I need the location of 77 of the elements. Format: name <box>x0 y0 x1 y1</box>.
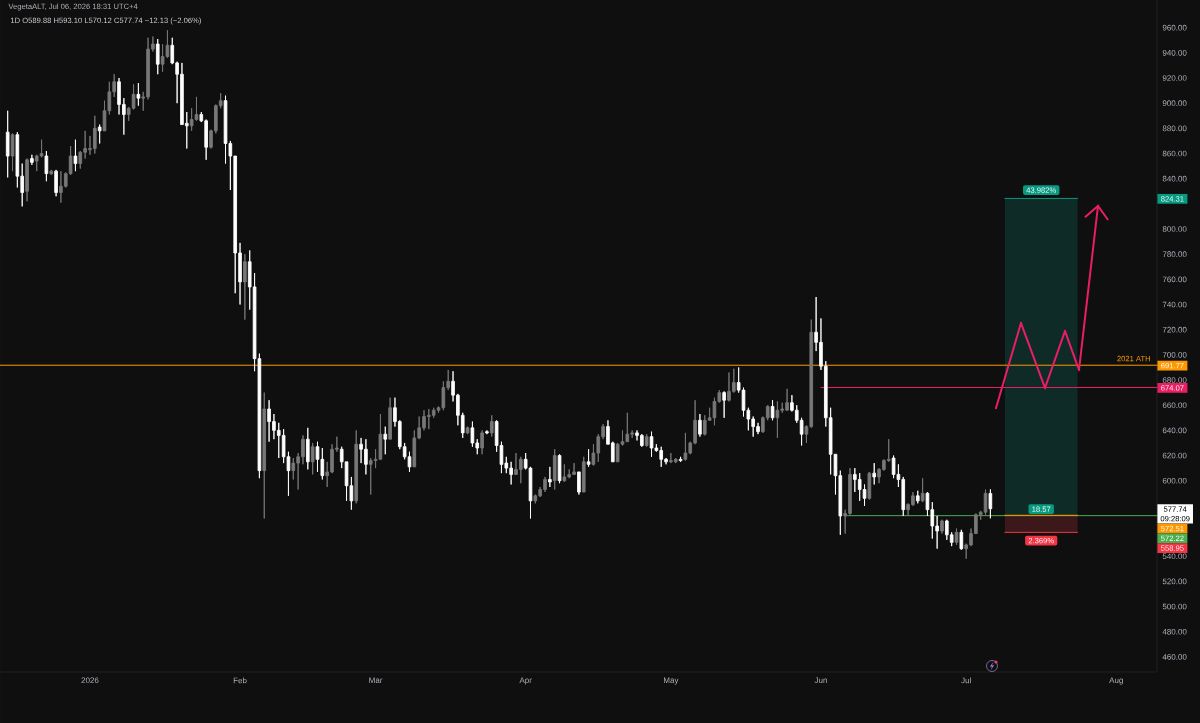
y-tick-label: 700.00 <box>1162 352 1187 358</box>
x-tick-label: May <box>663 677 679 685</box>
candlestick <box>698 413 702 438</box>
candlestick <box>649 431 654 458</box>
y-tick-label: 760.00 <box>1162 276 1187 283</box>
candlestick <box>775 400 780 439</box>
candlestick <box>243 253 247 321</box>
candlestick <box>10 132 15 172</box>
y-tick-label: 740.00 <box>1162 301 1187 308</box>
candlestick <box>485 429 489 435</box>
y-tick-label: 940.00 <box>1162 50 1187 56</box>
candlestick <box>306 427 310 470</box>
candlestick <box>983 489 988 516</box>
y-tick-label: 520.00 <box>1162 578 1187 585</box>
y-tick-label: 460.00 <box>1162 654 1187 660</box>
candlestick <box>354 429 359 504</box>
y-tick-label: 920.00 <box>1162 75 1187 81</box>
candlestick <box>44 150 49 182</box>
candlestick <box>644 433 649 448</box>
y-tick-label: 660.00 <box>1162 402 1187 409</box>
candlestick <box>480 429 484 455</box>
candlestick <box>136 82 141 107</box>
candlestick <box>383 426 388 455</box>
x-tick-label: Apr <box>519 677 532 685</box>
x-tick-label: Aug <box>1109 677 1123 685</box>
candlestick <box>954 528 959 546</box>
candlestick <box>25 158 29 202</box>
x-tick-label: Jul <box>961 677 971 684</box>
candlestick <box>49 169 54 176</box>
candlestick <box>557 453 562 484</box>
candlestick <box>30 154 34 166</box>
candlestick <box>678 456 683 463</box>
candlestick <box>959 529 964 551</box>
candlestick <box>489 414 494 438</box>
y-tick-label: 600.00 <box>1162 477 1187 484</box>
candlestick <box>872 462 877 485</box>
candlestick <box>548 466 552 488</box>
y-tick-label: 960.00 <box>1162 24 1187 31</box>
candlestick <box>940 519 944 535</box>
y-tick-label: 880.00 <box>1162 125 1187 132</box>
y-tick-label: 900.00 <box>1162 100 1187 106</box>
candlestick <box>155 38 160 75</box>
candlestick <box>54 169 58 197</box>
candlestick <box>562 463 567 483</box>
candlestick <box>683 432 688 462</box>
y-tick-label: 800.00 <box>1162 226 1187 232</box>
candlestick <box>388 397 392 440</box>
candlestick <box>581 456 586 493</box>
x-tick-label: Jun <box>814 677 827 683</box>
y-tick-label: 480.00 <box>1162 628 1187 635</box>
candlestick <box>722 390 726 419</box>
candlestick <box>262 392 267 519</box>
x-tick-label: 2026 <box>81 677 99 684</box>
candlestick <box>552 448 557 490</box>
x-tick-label: Feb <box>233 677 247 684</box>
candlestick <box>97 124 102 144</box>
y-tick-label: 680.00 <box>1162 377 1187 383</box>
candlestick <box>5 110 10 178</box>
candlestick <box>770 399 775 421</box>
candlestick <box>73 139 78 172</box>
y-tick-label: 540.00 <box>1162 553 1187 560</box>
y-tick-label: 860.00 <box>1162 150 1187 157</box>
candlestick <box>915 490 920 504</box>
candlestick <box>920 477 925 503</box>
x-tick-label: Mar <box>369 677 383 683</box>
candlestick <box>310 442 315 475</box>
y-tick-label: 780.00 <box>1162 251 1187 258</box>
candlestick <box>988 488 993 519</box>
y-tick-label: 720.00 <box>1162 326 1187 333</box>
candlestick <box>586 448 591 468</box>
y-tick-label: 640.00 <box>1162 427 1187 434</box>
y-tick-label: 500.00 <box>1162 603 1187 610</box>
candlestick <box>577 471 581 496</box>
candlestick <box>465 426 470 435</box>
candlestick <box>867 471 872 501</box>
y-tick-label: 840.00 <box>1162 175 1187 182</box>
y-tick-label: 620.00 <box>1162 452 1187 459</box>
